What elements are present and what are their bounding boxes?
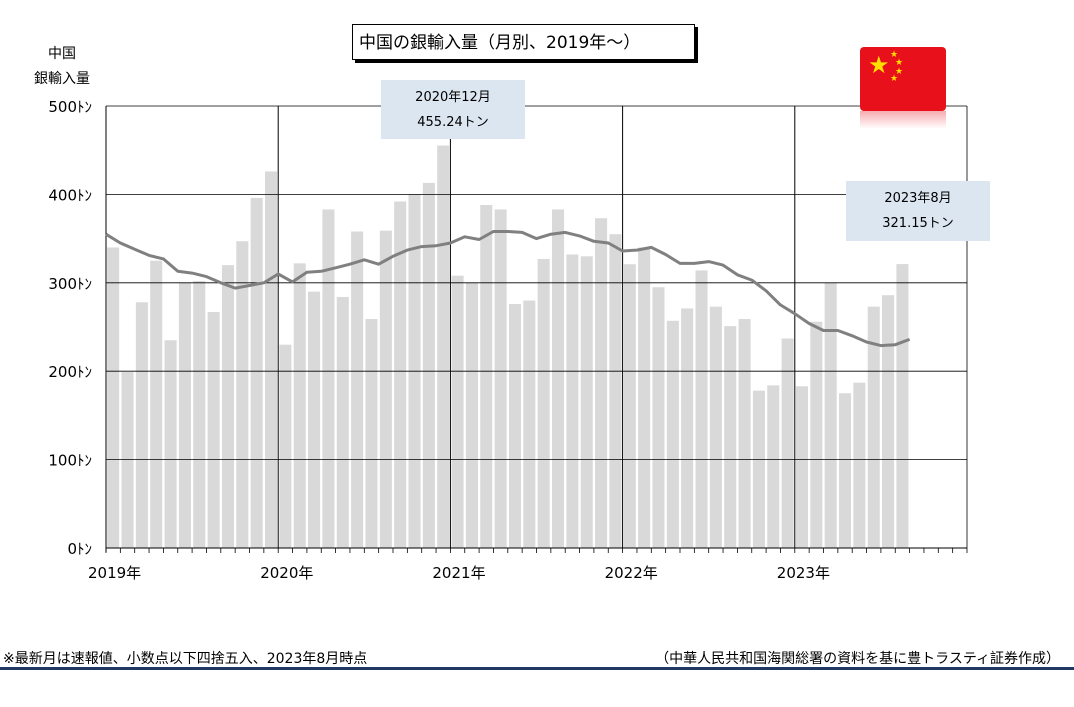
bar: [379, 230, 392, 549]
bar: [121, 372, 134, 548]
chart-title: 中国の銀輸入量（月別、2019年～）: [352, 24, 695, 60]
bar: [135, 302, 148, 548]
bar: [623, 264, 636, 548]
bar: [609, 234, 622, 548]
bar: [666, 320, 679, 548]
source-note: （中華人民共和国海関総署の資料を基に豊トラスティ証券作成）: [655, 651, 1060, 667]
bar: [164, 340, 177, 548]
bar: [781, 338, 794, 548]
bar: [336, 296, 349, 548]
annotation-peak-label: 2020年12月: [415, 90, 491, 105]
bar: [107, 247, 120, 548]
bar: [250, 197, 263, 548]
bar: [193, 281, 206, 548]
bar: [523, 300, 536, 548]
bar: [365, 319, 378, 548]
bar: [882, 295, 895, 548]
annotation-latest: 2023年8月 321.15トン: [846, 181, 990, 241]
chart: 0ﾄﾝ 100ﾄﾝ 200ﾄﾝ 300ﾄﾝ 400ﾄﾝ 500ﾄﾝ 2019年 2020年 20…: [48, 98, 968, 582]
flag-reflection: [860, 111, 946, 129]
bar: [810, 321, 823, 548]
x-tick-label: 2019年: [88, 564, 141, 582]
bar: [824, 282, 837, 548]
bar: [451, 275, 464, 548]
bar: [394, 201, 407, 549]
flag-small-star-icon: ★: [895, 58, 904, 68]
moving-average-line: [105, 230, 911, 348]
bar: [508, 304, 522, 548]
bar: [752, 390, 765, 548]
flag-small-star-icon: ★: [890, 50, 899, 60]
bar: [580, 256, 593, 548]
y-axis-label-line1: 中国: [48, 46, 76, 62]
china-flag-icon: ★ ★ ★ ★ ★: [860, 47, 946, 111]
bar: [838, 393, 852, 548]
bar: [551, 209, 565, 549]
bar: [351, 231, 364, 548]
x-tick-label: 2020年: [260, 564, 313, 582]
bar: [480, 205, 493, 548]
bar: [264, 171, 278, 548]
bar: [322, 209, 335, 549]
y-tick-label: 200ﾄﾝ: [48, 363, 92, 381]
bar: [150, 260, 163, 548]
bar: [537, 258, 550, 548]
flag-small-star-icon: ★: [895, 67, 904, 77]
flag-small-star-icon: ★: [890, 74, 899, 84]
y-axis-label: 中国 銀輸入量: [28, 42, 96, 92]
bottom-divider: [0, 667, 1074, 670]
annotation-latest-label: 2023年8月: [884, 191, 952, 206]
bar: [465, 282, 478, 548]
annotation-peak: 2020年12月 455.24トン: [381, 80, 525, 139]
bar: [681, 308, 694, 548]
y-tick-label: 100ﾄﾝ: [48, 452, 92, 470]
annotation-peak-value: 455.24トン: [417, 115, 489, 130]
bar: [638, 247, 651, 548]
bar: [279, 344, 292, 548]
flag-large-star-icon: ★: [868, 51, 890, 79]
y-tick-label: 300ﾄﾝ: [48, 275, 92, 293]
bar: [236, 241, 249, 548]
bar: [494, 209, 507, 549]
bar: [422, 182, 435, 548]
bar: [178, 282, 191, 548]
bar: [896, 264, 909, 548]
bar: [738, 319, 751, 548]
bar: [853, 382, 866, 548]
y-tick-label: 400ﾄﾝ: [48, 186, 92, 204]
y-axis-label-line2: 銀輸入量: [34, 71, 90, 87]
x-tick-label: 2023年: [777, 564, 830, 582]
footnote: ※最新月は速報値、小数点以下四捨五入、2023年8月時点: [3, 651, 368, 667]
annotation-latest-value: 321.15トン: [882, 216, 954, 231]
y-tick-label: 500ﾄﾝ: [48, 98, 92, 116]
bar: [767, 385, 780, 548]
bar: [867, 306, 880, 548]
bar: [695, 270, 708, 548]
bar: [221, 265, 235, 548]
bar: [566, 254, 579, 548]
x-tick-label: 2022年: [605, 564, 658, 582]
x-tick-label: 2021年: [432, 564, 485, 582]
bar: [308, 291, 321, 548]
bar: [595, 218, 608, 548]
bar: [652, 287, 665, 548]
bar: [709, 306, 722, 548]
bar: [207, 311, 220, 548]
bar: [795, 386, 809, 548]
y-tick-label: 0ﾄﾝ: [67, 540, 92, 558]
bar: [437, 145, 450, 548]
bar: [293, 263, 306, 548]
bar: [724, 326, 737, 548]
